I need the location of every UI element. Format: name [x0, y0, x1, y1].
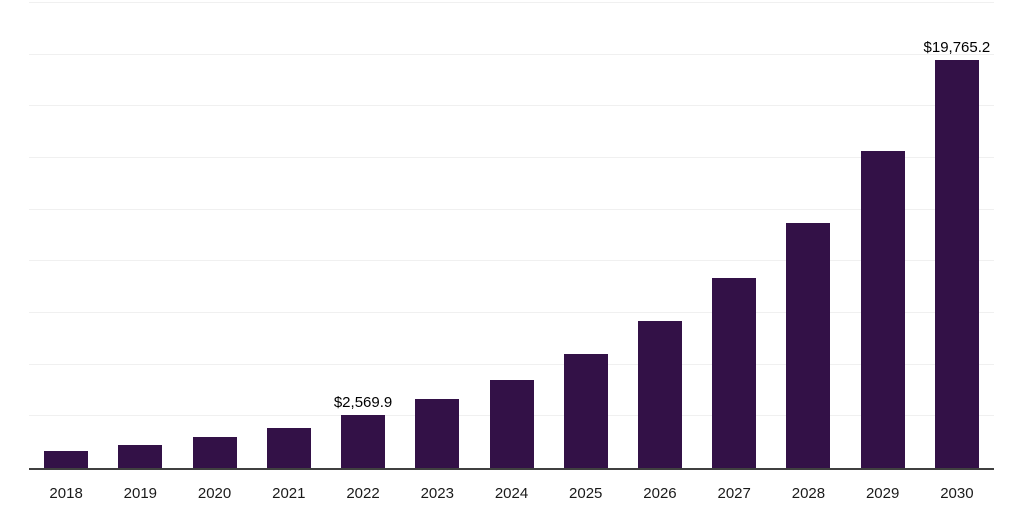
x-tick-label-2021: 2021	[272, 485, 306, 502]
gridline	[29, 2, 994, 3]
bar-2030	[934, 59, 979, 468]
gridline	[29, 312, 994, 313]
gridline	[29, 363, 994, 365]
bar-2025	[563, 353, 608, 468]
x-tick-label-2019: 2019	[123, 485, 158, 502]
x-tick-label-2029: 2029	[865, 485, 900, 502]
bar-2018	[44, 451, 89, 468]
x-tick-label-2023: 2023	[420, 485, 454, 502]
plot-area: $2,569.9 $19,765.2	[29, 2, 994, 470]
x-tick-label-2022: 2022	[346, 485, 380, 502]
x-tick-label-2018: 2018	[49, 485, 83, 502]
bar-2024	[489, 379, 534, 468]
bar-2019	[118, 445, 163, 468]
bar-2023	[415, 399, 460, 468]
x-tick-label-2020: 2020	[197, 485, 232, 502]
x-axis-labels: 2018 2019 2020 2021 2022 2023 2024 2025 2026 2027…	[29, 485, 994, 505]
bar-2022	[341, 414, 386, 468]
x-tick-label-2027: 2027	[717, 485, 751, 502]
gridline	[29, 208, 994, 210]
gridline	[29, 260, 994, 262]
x-tick-label-2025: 2025	[569, 485, 603, 502]
value-label-2022: $2,569.9	[333, 393, 393, 411]
bar-2029	[860, 151, 905, 468]
x-tick-label-2030: 2030	[940, 485, 974, 502]
bar-2027	[712, 277, 757, 468]
value-label-2030: $19,765.2	[923, 38, 991, 56]
bar-2026	[637, 320, 682, 468]
gridline	[29, 105, 994, 107]
bar-2020	[192, 437, 237, 468]
bar-2028	[786, 222, 831, 468]
x-tick-label-2028: 2028	[791, 485, 826, 502]
gridline	[29, 157, 994, 158]
gridline	[29, 53, 994, 55]
bar-2021	[266, 427, 311, 468]
x-tick-label-2026: 2026	[643, 485, 677, 502]
x-tick-label-2024: 2024	[494, 485, 529, 502]
